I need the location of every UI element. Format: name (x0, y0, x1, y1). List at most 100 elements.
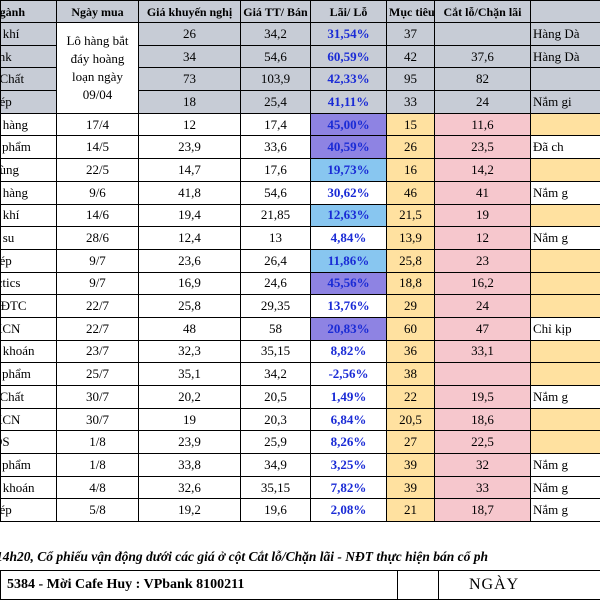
market-price-cell[interactable]: 25,9 (240, 430, 311, 455)
stock-name-cell[interactable]: n hàng (0, 180, 57, 205)
stop-loss-cell[interactable]: 11,6 (434, 112, 531, 137)
recommended-price-cell[interactable]: 73 (138, 67, 241, 92)
table-row[interactable]: ictics 9/716,924,645,56%18,816,2 (0, 271, 600, 296)
buy-date-cell[interactable]: 30/7 (56, 407, 139, 432)
market-price-cell[interactable]: 58 (240, 316, 311, 341)
header-cell[interactable]: Giá TT/ Bán (240, 0, 311, 23)
buy-date-cell[interactable]: 9/6 (56, 180, 139, 205)
market-price-cell[interactable]: 35,15 (240, 475, 311, 500)
profit-loss-cell[interactable]: 45,56% (310, 271, 387, 296)
stop-loss-cell[interactable]: 14,2 (434, 158, 531, 182)
note-cell[interactable] (530, 158, 600, 182)
market-price-cell[interactable]: 103,9 (240, 67, 311, 92)
target-cell[interactable]: 15 (386, 112, 435, 137)
profit-loss-cell[interactable]: 60,59% (310, 44, 387, 69)
profit-loss-cell[interactable]: 42,33% (310, 67, 387, 92)
recommended-price-cell[interactable]: 23,9 (138, 135, 241, 160)
market-price-cell[interactable]: 13 (240, 226, 311, 250)
stop-loss-cell[interactable]: 18,7 (434, 498, 531, 523)
stock-name-cell[interactable]: c phẩm (0, 362, 57, 386)
market-price-cell[interactable]: 17,4 (240, 112, 311, 137)
stop-loss-cell[interactable]: 24 (434, 294, 531, 318)
recommended-price-cell[interactable]: 23,9 (138, 430, 241, 455)
buy-date-cell[interactable]: 1/8 (56, 453, 139, 477)
profit-loss-cell[interactable]: 20,83% (310, 316, 387, 341)
stock-name-cell[interactable]: KCN (0, 407, 57, 432)
target-cell[interactable]: 25,8 (386, 248, 435, 273)
recommended-price-cell[interactable]: 32,3 (138, 339, 241, 364)
note-cell[interactable] (530, 407, 600, 432)
market-price-cell[interactable]: 35,15 (240, 339, 311, 364)
target-cell[interactable]: 38 (386, 362, 435, 386)
footer-date-label[interactable]: NGÀY (438, 570, 600, 600)
batch-note-cell[interactable]: Lô hàng bắt đáy hoàng loạn ngày 09/04 (56, 22, 139, 114)
recommended-price-cell[interactable]: 12 (138, 112, 241, 137)
market-price-cell[interactable]: 54,6 (240, 44, 311, 69)
stock-name-cell[interactable]: g khoán (0, 475, 57, 500)
market-price-cell[interactable]: 54,6 (240, 180, 311, 205)
note-cell[interactable] (530, 362, 600, 386)
table-row[interactable]: hép 9/723,626,411,86%25,823 (0, 248, 600, 273)
target-cell[interactable]: 36 (386, 339, 435, 364)
note-cell[interactable]: Chỉ kịp (530, 316, 600, 341)
profit-loss-cell[interactable]: 11,86% (310, 248, 387, 273)
recommended-price-cell[interactable]: 25,8 (138, 294, 241, 318)
stock-name-cell[interactable]: dùng (0, 158, 57, 182)
buy-date-cell[interactable]: 23/7 (56, 339, 139, 364)
target-cell[interactable]: 16 (386, 158, 435, 182)
stock-name-cell[interactable]: c phẩm (0, 135, 57, 160)
market-price-cell[interactable]: 26,4 (240, 248, 311, 273)
stock-name-cell[interactable]: o su (0, 226, 57, 250)
stop-loss-cell[interactable]: 12 (434, 226, 531, 250)
note-cell[interactable]: Nắm gi (530, 90, 600, 114)
buy-date-cell[interactable]: 22/5 (56, 158, 139, 182)
stock-name-cell[interactable]: c phẩm (0, 453, 57, 477)
stop-loss-cell[interactable]: 82 (434, 67, 531, 92)
stop-loss-cell[interactable]: 19,5 (434, 385, 531, 409)
target-cell[interactable]: 60 (386, 316, 435, 341)
profit-loss-cell[interactable]: -2,56% (310, 362, 387, 386)
target-cell[interactable]: 21,5 (386, 203, 435, 228)
market-price-cell[interactable]: 33,6 (240, 135, 311, 160)
stock-name-cell[interactable]: ictics (0, 271, 57, 296)
target-cell[interactable]: 26 (386, 135, 435, 160)
recommended-price-cell[interactable]: 34 (138, 44, 241, 69)
profit-loss-cell[interactable]: 1,49% (310, 385, 387, 409)
target-cell[interactable]: 95 (386, 67, 435, 92)
profit-loss-cell[interactable]: 30,62% (310, 180, 387, 205)
recommended-price-cell[interactable]: 23,6 (138, 248, 241, 273)
header-cell[interactable]: Ngày mua (56, 0, 139, 23)
market-price-cell[interactable]: 34,9 (240, 453, 311, 477)
stop-loss-cell[interactable]: 18,6 (434, 407, 531, 432)
profit-loss-cell[interactable]: 12,63% (310, 203, 387, 228)
note-cell[interactable] (530, 430, 600, 455)
stop-loss-cell[interactable]: 23,5 (434, 135, 531, 160)
profit-loss-cell[interactable]: 8,26% (310, 430, 387, 455)
stock-name-cell[interactable]: - ĐTC (0, 294, 57, 318)
recommended-price-cell[interactable]: 18 (138, 90, 241, 114)
market-price-cell[interactable]: 34,2 (240, 362, 311, 386)
note-cell[interactable] (530, 339, 600, 364)
buy-date-cell[interactable]: 30/7 (56, 385, 139, 409)
buy-date-cell[interactable]: 25/7 (56, 362, 139, 386)
note-cell[interactable]: Nắm g (530, 226, 600, 250)
target-cell[interactable]: 39 (386, 475, 435, 500)
stop-loss-cell[interactable]: 32 (434, 453, 531, 477)
target-cell[interactable]: 29 (386, 294, 435, 318)
header-cell[interactable]: Cắt lỗ/Chặn lãi (434, 0, 531, 23)
note-cell[interactable]: Nắm g (530, 180, 600, 205)
target-cell[interactable]: 22 (386, 385, 435, 409)
recommended-price-cell[interactable]: 20,2 (138, 385, 241, 409)
buy-date-cell[interactable]: 14/6 (56, 203, 139, 228)
